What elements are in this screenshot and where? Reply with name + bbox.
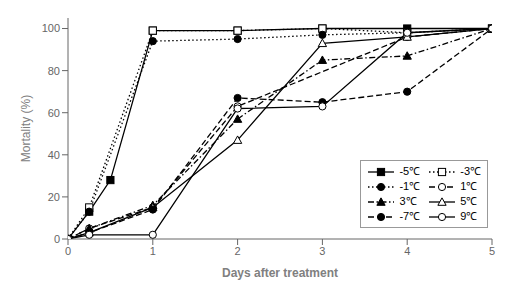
html-text:1℃: 1℃ <box>460 180 478 192</box>
html-text:-3℃: -3℃ <box>460 165 481 177</box>
svg-text:80: 80 <box>48 65 60 77</box>
html-text:-1℃: -1℃ <box>399 180 421 192</box>
svg-text:3: 3 <box>319 245 325 257</box>
html-text:9℃: 9℃ <box>460 210 478 222</box>
html-text:3℃: 3℃ <box>399 195 417 207</box>
svg-text:20: 20 <box>48 191 60 203</box>
svg-text:4: 4 <box>404 245 410 257</box>
svg-text:Days after treatment: Days after treatment <box>222 266 338 280</box>
svg-text:Mortality (%): Mortality (%) <box>19 95 33 162</box>
html-text:5℃: 5℃ <box>460 195 478 207</box>
svg-text:0: 0 <box>54 233 60 245</box>
svg-text:60: 60 <box>48 107 60 119</box>
html-text:-7℃: -7℃ <box>399 210 421 222</box>
svg-text:2: 2 <box>235 245 241 257</box>
svg-text:5: 5 <box>489 245 495 257</box>
svg-text:1: 1 <box>150 245 156 257</box>
svg-text:40: 40 <box>48 149 60 161</box>
html-text:-5℃: -5℃ <box>399 165 421 177</box>
svg-text:100: 100 <box>42 22 60 34</box>
svg-text:0: 0 <box>65 245 71 257</box>
